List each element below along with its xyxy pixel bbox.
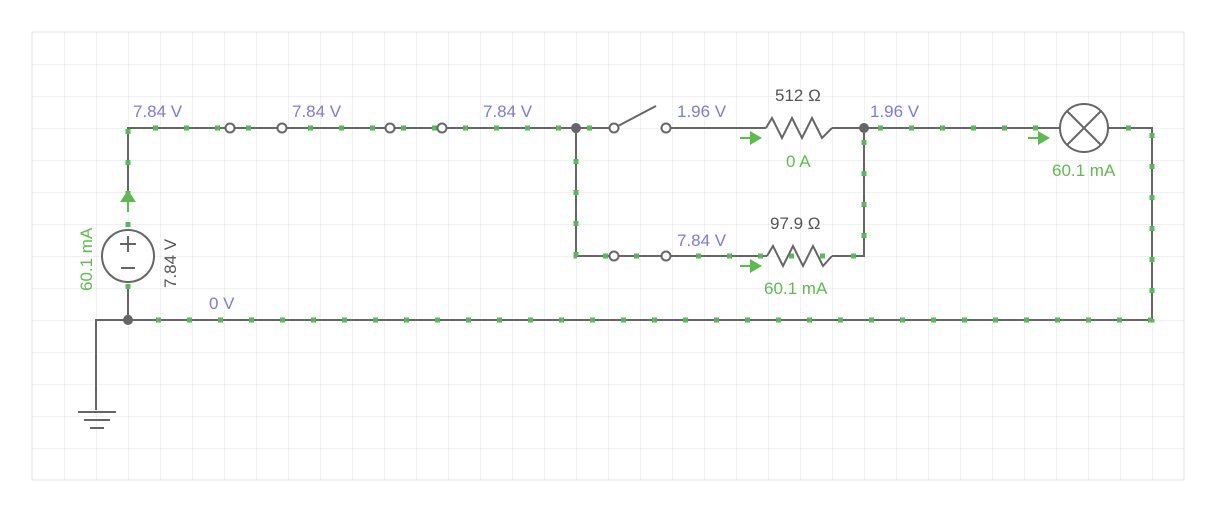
current-label: 60.1 mA: [1052, 161, 1116, 180]
current-label: 0 A: [786, 152, 811, 171]
voltage-label: 1.96 V: [870, 102, 920, 121]
source-voltage-label: 7.84 V: [161, 238, 180, 288]
current-arrows: [120, 131, 1050, 273]
junction-node[interactable]: [859, 123, 869, 133]
current-label: 60.1 mA: [77, 227, 96, 291]
terminals[interactable]: [224, 122, 672, 262]
current-label: 60.1 mA: [764, 279, 828, 298]
voltage-label: 7.84 V: [133, 102, 183, 121]
voltage-label: 7.84 V: [677, 231, 727, 250]
voltage-label: 7.84 V: [292, 102, 342, 121]
resistance-label: 97.9 Ω: [770, 214, 821, 233]
resistor-icon[interactable]: [766, 243, 833, 269]
dc-voltage-source-icon[interactable]: [101, 229, 155, 283]
voltage-label: 7.84 V: [483, 102, 533, 121]
voltage-label: 0 V: [209, 294, 235, 313]
junction-node[interactable]: [571, 123, 581, 133]
voltage-label: 1.96 V: [677, 102, 727, 121]
ground-icon[interactable]: [78, 411, 116, 429]
lamp-icon[interactable]: [1059, 103, 1109, 153]
junction-node[interactable]: [123, 315, 133, 325]
switch-icon[interactable]: [608, 105, 672, 134]
resistance-label: 512 Ω: [775, 86, 821, 105]
resistor-icon[interactable]: [765, 115, 833, 141]
